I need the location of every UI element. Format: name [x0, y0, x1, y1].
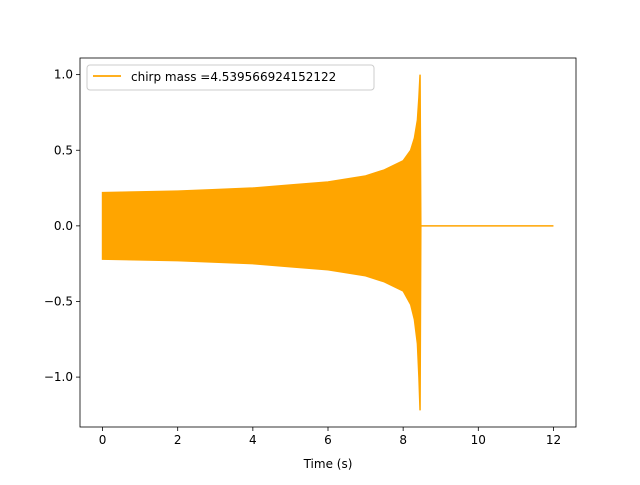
- y-axis: 1.0 0.5 0.0 −0.5 −1.0: [44, 68, 80, 384]
- y-tick-label: 0.5: [54, 143, 73, 157]
- x-tick-label: 2: [174, 433, 182, 447]
- x-tick-label: 4: [249, 433, 257, 447]
- signal-envelope: [101, 74, 422, 411]
- x-tick-label: 6: [324, 433, 332, 447]
- x-tick-label: 8: [399, 433, 407, 447]
- x-tick-label: 0: [99, 433, 107, 447]
- y-tick-label: −1.0: [44, 370, 73, 384]
- y-tick-label: −0.5: [44, 294, 73, 308]
- y-tick-label: 0.0: [54, 219, 73, 233]
- plot-area: [101, 74, 554, 411]
- legend-label: chirp mass =4.539566924152122: [131, 70, 336, 84]
- x-axis-label: Time (s): [303, 457, 353, 471]
- legend-box: [86, 64, 375, 91]
- x-tick-label: 12: [546, 433, 561, 447]
- legend: chirp mass =4.539566924152122: [86, 64, 375, 91]
- y-tick-label: 1.0: [54, 68, 73, 82]
- x-tick-label: 10: [471, 433, 486, 447]
- x-axis: 0 2 4 6 8 10 12: [99, 427, 561, 447]
